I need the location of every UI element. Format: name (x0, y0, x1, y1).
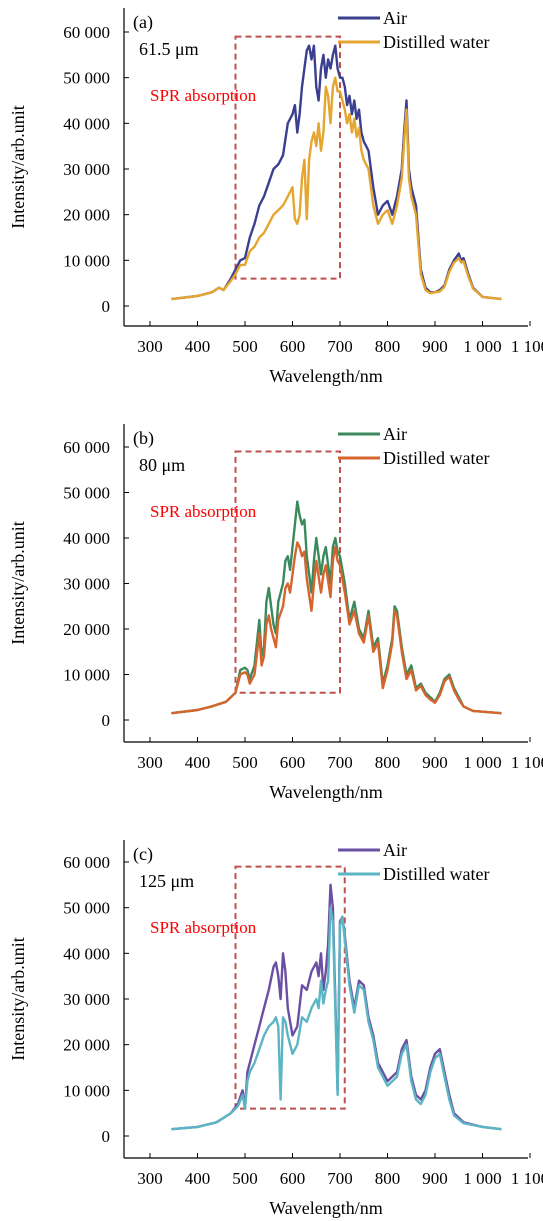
x-tick-label: 1 100 (511, 1169, 543, 1188)
y-tick-label: 40 000 (63, 944, 110, 963)
x-tick-label: 600 (280, 1169, 306, 1188)
y-tick-label: 60 000 (63, 853, 110, 872)
x-tick-label: 1 100 (511, 753, 543, 772)
x-tick-label: 600 (280, 337, 306, 356)
x-tick-label: 400 (185, 1169, 211, 1188)
series-line-air (171, 883, 502, 1131)
x-tick-label: 800 (375, 337, 401, 356)
spr-region-box (234, 35, 341, 280)
thickness-label: 125 μm (139, 871, 194, 891)
legend-label: Air (383, 840, 407, 860)
x-tick-label: 400 (185, 337, 211, 356)
y-tick-label: 10 000 (63, 251, 110, 270)
y-tick-label: 60 000 (63, 438, 110, 457)
panel-label: (c) (133, 844, 153, 865)
y-tick-label: 50 000 (63, 484, 110, 503)
x-tick-label: 400 (185, 753, 211, 772)
x-tick-label: 300 (137, 753, 163, 772)
spr-region-box (234, 865, 346, 1110)
series-line-distilled-water (171, 76, 502, 301)
y-tick-label: 30 000 (63, 575, 110, 594)
x-tick-label: 700 (327, 753, 353, 772)
chart-panel-c: 0 10 000 20 000 30 000 40 000 50 000 60 000 300… (8, 840, 543, 1218)
x-tick-label: 700 (327, 337, 353, 356)
chart-panel-b: 0 10 000 20 000 30 000 40 000 50 000 60 000 300… (8, 424, 543, 802)
y-tick-label: 50 000 (63, 899, 110, 918)
x-tick-label: 900 (422, 337, 448, 356)
series-line-air (171, 44, 502, 301)
x-tick-label: 1 000 (463, 1169, 501, 1188)
x-tick-label: 300 (137, 337, 163, 356)
legend-label: Distilled water (383, 448, 489, 468)
y-axis-title: Intensity/arb.unit (8, 521, 28, 644)
y-tick-label: 30 000 (63, 160, 110, 179)
y-tick-label: 10 000 (63, 1081, 110, 1100)
y-tick-label: 50 000 (63, 69, 110, 88)
x-axis-title: Wavelength/nm (269, 1198, 383, 1218)
x-axis-title: Wavelength/nm (269, 366, 383, 386)
y-tick-label: 0 (102, 711, 111, 730)
x-tick-label: 900 (422, 1169, 448, 1188)
y-axis-title: Intensity/arb.unit (8, 937, 28, 1060)
x-axis-title: Wavelength/nm (269, 782, 383, 802)
x-tick-label: 700 (327, 1169, 353, 1188)
thickness-label: 80 μm (139, 455, 185, 475)
spr-annotation: SPR absorption (150, 86, 257, 105)
y-axis-title: Intensity/arb.unit (8, 105, 28, 228)
x-tick-label: 300 (137, 1169, 163, 1188)
x-tick-label: 1 100 (511, 337, 543, 356)
y-tick-label: 40 000 (63, 114, 110, 133)
y-tick-label: 20 000 (63, 1036, 110, 1055)
legend-label: Air (383, 8, 407, 28)
panel-label: (b) (133, 428, 154, 449)
series-line-distilled-water (171, 541, 502, 715)
y-tick-label: 20 000 (63, 620, 110, 639)
y-tick-label: 10 000 (63, 666, 110, 685)
thickness-label: 61.5 μm (139, 39, 199, 59)
y-tick-label: 0 (102, 1127, 111, 1146)
series-line-distilled-water (171, 906, 502, 1131)
x-tick-label: 1 000 (463, 337, 501, 356)
spr-annotation: SPR absorption (150, 502, 257, 521)
x-tick-label: 600 (280, 753, 306, 772)
x-tick-label: 900 (422, 753, 448, 772)
legend-label: Distilled water (383, 32, 489, 52)
legend-label: Distilled water (383, 864, 489, 884)
y-tick-label: 60 000 (63, 23, 110, 42)
y-tick-label: 0 (102, 297, 111, 316)
x-tick-label: 500 (232, 1169, 258, 1188)
panel-label: (a) (133, 12, 153, 33)
y-tick-label: 30 000 (63, 990, 110, 1009)
x-tick-label: 1 000 (463, 753, 501, 772)
x-tick-label: 500 (232, 337, 258, 356)
chart-panel-a: 0 10 000 20 000 30 000 40 000 50 000 60 000 300… (8, 8, 543, 386)
spr-annotation: SPR absorption (150, 918, 257, 937)
x-tick-label: 800 (375, 753, 401, 772)
y-tick-label: 40 000 (63, 529, 110, 548)
x-tick-label: 800 (375, 1169, 401, 1188)
y-tick-label: 20 000 (63, 206, 110, 225)
x-tick-label: 500 (232, 753, 258, 772)
legend-label: Air (383, 424, 407, 444)
